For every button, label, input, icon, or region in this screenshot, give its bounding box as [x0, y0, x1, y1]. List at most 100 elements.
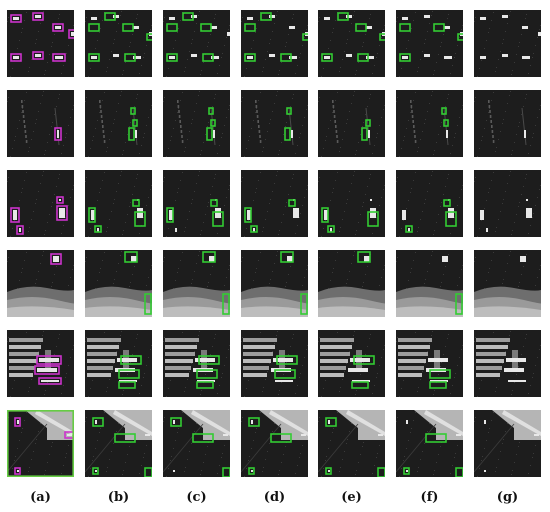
detection-box [377, 467, 385, 477]
tile-row4-col-c [163, 250, 230, 317]
tile-row1-col-g [474, 10, 541, 77]
tile-row4-col-a [7, 250, 74, 317]
tile-row1-col-c [163, 10, 230, 77]
ground-truth-box [38, 377, 62, 385]
tile-row5-col-a [7, 330, 74, 397]
detection-box [441, 107, 447, 115]
tile-row3-col-a [7, 170, 74, 237]
detection-box [355, 23, 367, 32]
ground-truth-box [14, 417, 21, 427]
tile-row2-col-c [163, 90, 230, 157]
caption-c: (c) [186, 490, 207, 505]
ground-truth-box [52, 23, 64, 32]
detection-box [124, 53, 136, 62]
tile-row2-col-f [396, 90, 463, 157]
detection-box [457, 33, 463, 41]
detection-box [280, 251, 294, 263]
ground-truth-box [64, 431, 74, 439]
detection-box [403, 467, 410, 475]
detection-box [210, 119, 216, 127]
detection-box [196, 381, 214, 389]
ground-truth-box [54, 127, 62, 141]
detection-box [327, 225, 335, 233]
tile-row3-col-d [241, 170, 308, 237]
detection-box [443, 119, 449, 127]
ground-truth-box [56, 205, 68, 221]
detection-box [132, 199, 140, 207]
detection-box [132, 119, 138, 127]
tile-row2-col-d [241, 90, 308, 157]
detection-box [353, 355, 375, 365]
detection-box [182, 12, 194, 21]
detection-box [365, 119, 371, 127]
tile-row3-col-b [85, 170, 152, 237]
caption-d: (d) [263, 490, 286, 505]
detection-box [128, 127, 135, 141]
detection-box [124, 251, 138, 263]
detection-box [286, 107, 292, 115]
detection-box [248, 417, 260, 427]
detection-box [443, 199, 451, 207]
detection-box [321, 53, 333, 62]
detection-box [455, 293, 463, 315]
tile-row6-col-f [396, 410, 463, 477]
detection-box [118, 369, 140, 379]
detection-box [222, 293, 230, 315]
tile-row2-col-b [85, 90, 152, 157]
detection-box [250, 225, 258, 233]
detection-box [88, 207, 96, 223]
detection-box [379, 33, 385, 41]
detection-box [206, 127, 213, 141]
detection-box [367, 211, 379, 227]
detection-box [166, 207, 174, 223]
tile-row4-col-g [474, 250, 541, 317]
tile-row3-col-e [318, 170, 385, 237]
tile-row5-col-c [163, 330, 230, 397]
ground-truth-box [10, 207, 20, 223]
caption-a: (a) [30, 490, 51, 505]
ground-truth-box [56, 196, 64, 204]
ground-truth-box [10, 53, 22, 62]
tile-row6-col-a [7, 410, 74, 477]
detection-box [122, 23, 134, 32]
detection-box [274, 369, 296, 379]
detection-box [114, 433, 136, 443]
tile-row3-col-f [396, 170, 463, 237]
tile-row2-col-e [318, 90, 385, 157]
detection-box [166, 23, 178, 32]
detection-box [276, 355, 298, 365]
detection-box [425, 433, 447, 443]
detection-box [455, 467, 463, 477]
tile-row5-col-d [241, 330, 308, 397]
detection-box [288, 199, 296, 207]
tile-row4-col-d [241, 250, 308, 317]
detection-box [144, 467, 152, 477]
detection-box [92, 467, 99, 475]
detection-box [198, 355, 220, 365]
tile-row4-col-e [318, 250, 385, 317]
tile-row5-col-f [396, 330, 463, 397]
detection-box [88, 53, 100, 62]
tile-row6-col-c [163, 410, 230, 477]
detection-box [88, 23, 100, 32]
tile-row2-col-g [474, 90, 541, 157]
detection-box [399, 53, 411, 62]
detection-box [144, 293, 152, 315]
detection-box [192, 433, 214, 443]
tile-row4-col-f [396, 250, 463, 317]
tile-row1-col-e [318, 10, 385, 77]
ground-truth-box [52, 53, 66, 62]
caption-b: (b) [107, 490, 130, 505]
detection-box [146, 33, 152, 41]
tile-row2-col-a [7, 90, 74, 157]
detection-box [134, 211, 146, 227]
detection-box [170, 417, 182, 427]
detection-box [284, 127, 291, 141]
detection-box [118, 381, 136, 389]
tile-row5-col-b [85, 330, 152, 397]
tile-row6-col-d [241, 410, 308, 477]
detection-box [244, 207, 252, 223]
detection-box [325, 467, 332, 475]
ground-truth-box [14, 467, 21, 475]
